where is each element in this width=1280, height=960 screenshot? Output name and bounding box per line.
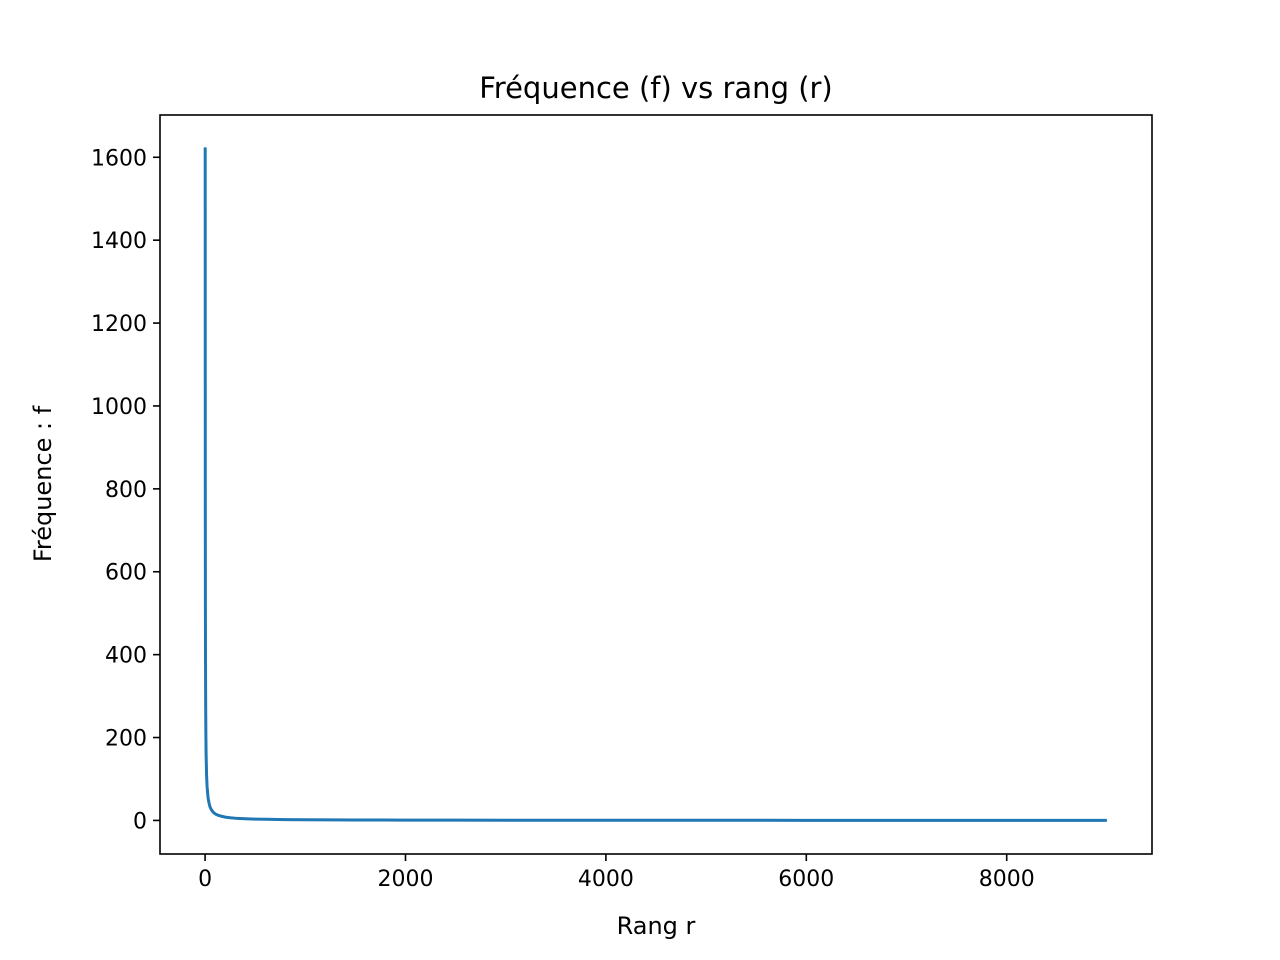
y-tick-label: 600 <box>105 561 147 586</box>
chart-title: Fréquence (f) vs rang (r) <box>479 71 833 105</box>
y-tick-label: 1200 <box>91 312 147 337</box>
series-layer <box>203 147 1107 822</box>
y-axis-label: Fréquence : f <box>29 405 57 562</box>
axes-frame <box>159 114 1153 855</box>
y-axis-ticks: 0 200 400 600 800 1000 1200 1400 1600 <box>91 146 160 834</box>
y-tick-label: 200 <box>105 727 147 752</box>
x-axis-ticks: 0 2000 4000 6000 8000 <box>198 854 1035 892</box>
x-tick-label: 2000 <box>377 867 433 892</box>
plot-area <box>159 114 1153 855</box>
series-line <box>203 147 1107 822</box>
x-tick-label: 0 <box>198 867 212 892</box>
y-tick-label: 800 <box>105 478 147 503</box>
y-tick-label: 1400 <box>91 229 147 254</box>
x-axis-label: Rang r <box>617 912 696 940</box>
y-tick-label: 400 <box>105 644 147 669</box>
y-tick-label: 1000 <box>91 395 147 420</box>
axes-background <box>160 115 1152 854</box>
x-tick-label: 4000 <box>578 867 634 892</box>
y-tick-label: 0 <box>133 809 147 834</box>
y-tick-label: 1600 <box>91 146 147 171</box>
x-tick-label: 8000 <box>979 867 1035 892</box>
x-tick-label: 6000 <box>778 867 834 892</box>
